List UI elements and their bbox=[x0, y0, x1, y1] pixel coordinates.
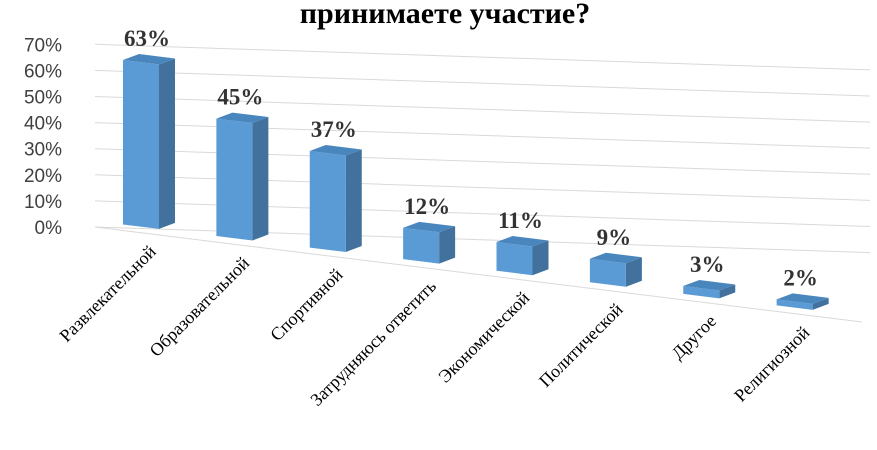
bar-side bbox=[252, 117, 269, 241]
chart-title: принимаете участие? bbox=[300, 0, 591, 30]
gridline bbox=[94, 122, 871, 149]
bar-side bbox=[625, 257, 642, 287]
bar bbox=[776, 299, 813, 310]
y-tick-label: 20% bbox=[24, 166, 62, 187]
gridline bbox=[94, 200, 871, 227]
bar-top bbox=[496, 236, 549, 247]
data-label: 45% bbox=[217, 85, 263, 110]
bars bbox=[123, 54, 829, 310]
bar bbox=[403, 227, 440, 264]
floor-line bbox=[94, 226, 863, 323]
data-label: 2% bbox=[783, 265, 818, 290]
bar bbox=[309, 151, 346, 253]
bar bbox=[683, 286, 720, 299]
x-tick-label: Другое bbox=[668, 311, 720, 363]
bar bbox=[123, 60, 159, 229]
bar-side bbox=[159, 58, 175, 229]
bar-side bbox=[812, 297, 829, 310]
y-axis: 0% 10% 20% 30% 40% 50% 60% 70% bbox=[24, 35, 62, 239]
y-tick-label: 30% bbox=[24, 140, 62, 161]
x-tick-label: Образовательной bbox=[146, 253, 254, 361]
bar bbox=[496, 242, 533, 276]
y-tick-label: 70% bbox=[24, 35, 62, 56]
gridline bbox=[94, 174, 871, 201]
data-label: 63% bbox=[124, 26, 170, 51]
gridline bbox=[94, 69, 871, 97]
bar-top bbox=[683, 280, 736, 291]
bar-side bbox=[345, 149, 362, 253]
data-label: 9% bbox=[597, 225, 632, 250]
y-tick-label: 50% bbox=[24, 88, 62, 109]
bar-top bbox=[216, 112, 269, 124]
data-label: 12% bbox=[404, 194, 450, 219]
bar-top bbox=[776, 293, 829, 304]
bar bbox=[589, 258, 626, 287]
x-tick-label: Экономической bbox=[434, 287, 533, 386]
x-tick-label: Политической bbox=[535, 299, 627, 391]
bar bbox=[216, 118, 253, 241]
gridline bbox=[94, 148, 871, 175]
bar-top bbox=[123, 54, 175, 65]
x-tick-label: Религиозной bbox=[730, 322, 814, 406]
x-tick-label: Развлекательной bbox=[55, 241, 160, 346]
y-tick-label: 60% bbox=[24, 61, 62, 82]
gridline bbox=[94, 226, 871, 254]
y-tick-label: 10% bbox=[24, 192, 62, 213]
x-tick-label: Спортивной bbox=[266, 264, 347, 345]
data-label: 37% bbox=[311, 117, 357, 142]
data-label: 3% bbox=[690, 252, 725, 277]
y-tick-label: 0% bbox=[35, 218, 63, 239]
y-tick-label: 40% bbox=[24, 114, 62, 135]
data-labels: 63% 45% 37% 12% 11% 9% 3% 2% bbox=[124, 26, 818, 290]
bar-side bbox=[532, 240, 549, 276]
gridline bbox=[94, 96, 871, 123]
bar-side bbox=[439, 226, 456, 264]
bar-top bbox=[403, 221, 456, 233]
gridline bbox=[94, 43, 871, 71]
bar-top bbox=[309, 145, 362, 156]
bar-top bbox=[589, 252, 642, 264]
data-label: 11% bbox=[498, 208, 543, 233]
bar-side bbox=[719, 284, 736, 299]
